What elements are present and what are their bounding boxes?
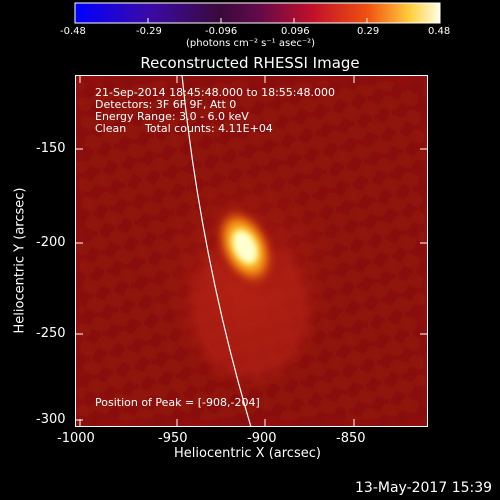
y-tick-label: -200 — [36, 235, 66, 250]
plot-title: Reconstructed RHESSI Image — [140, 54, 360, 72]
x-tick-label: -950 — [158, 431, 188, 446]
colorbar — [74, 2, 441, 24]
annotation-total-counts: Total counts: 4.11E+04 — [145, 122, 273, 135]
x-axis-label: Heliocentric X (arcsec) — [174, 446, 321, 461]
solar-limb-line — [181, 75, 252, 427]
y-axis-label: Heliocentric Y (arcsec) — [12, 187, 28, 334]
colorbar-tick-label: -0.29 — [136, 26, 162, 37]
annotation-method: Clean — [95, 122, 127, 135]
x-tick-label: -850 — [336, 431, 366, 446]
footer-date: 13-May-2017 15:39 — [355, 480, 493, 496]
y-tick-label: -250 — [36, 326, 66, 341]
colorbar-tick-label: -0.096 — [205, 26, 238, 37]
y-tick-label: -150 — [36, 141, 66, 156]
x-tick-label: -900 — [247, 431, 277, 446]
y-tick-label: -300 — [36, 412, 66, 427]
annotation-time-range: 21-Sep-2014 18:45:48.000 to 18:55:48.000 — [95, 86, 335, 99]
colorbar-tick-label: 0.29 — [357, 26, 380, 37]
rhessi-image — [75, 75, 428, 427]
annotation-energy-range: Energy Range: 3.0 - 6.0 keV — [95, 110, 249, 123]
colorbar-tick-label: -0.48 — [60, 26, 86, 37]
annotation-detectors: Detectors: 3F 6F 9F, Att 0 — [95, 98, 237, 111]
x-tick-label: -1000 — [57, 431, 95, 446]
colorbar-unit-label: (photons cm⁻² s⁻¹ asec⁻²) — [186, 38, 316, 49]
annotation-peak-position: Position of Peak = [-908,-204] — [95, 396, 260, 409]
colorbar-tick-label: 0.48 — [428, 26, 451, 37]
colorbar-tick-label: 0.096 — [281, 26, 310, 37]
